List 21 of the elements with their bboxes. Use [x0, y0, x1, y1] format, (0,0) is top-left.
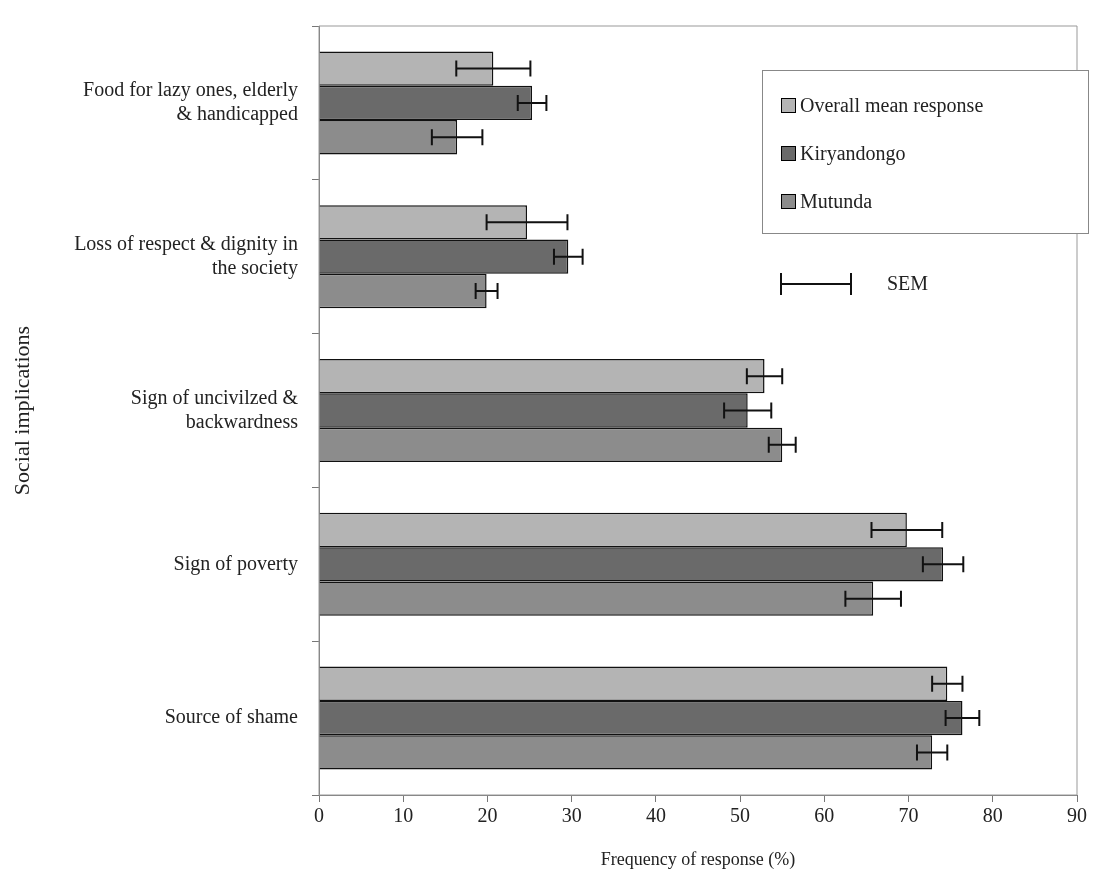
x-tick-label: 90: [1067, 804, 1087, 827]
x-tick-label: 10: [393, 804, 414, 827]
x-tick-label: 50: [730, 804, 751, 827]
x-tick-label: 30: [561, 804, 582, 827]
x-tick-label: 60: [814, 804, 835, 827]
y-tick-label: Sign of poverty: [173, 551, 298, 575]
x-tick-label: 20: [477, 804, 498, 827]
y-tick-label: Source of shame: [164, 705, 299, 728]
y-tick-label: Food for lazy ones, elderly & handicapped: [83, 78, 298, 126]
y-axis-title: Social implications: [8, 325, 34, 496]
legend-label: Kiryandongo: [800, 141, 906, 165]
x-tick-label: 0: [314, 804, 324, 827]
x-tick-label: 40: [645, 804, 666, 827]
legend-label: Mutunda: [800, 189, 873, 213]
y-tick-label: Sign of uncivilzed & backwardness: [130, 385, 299, 432]
legend-label: Overall mean response: [800, 93, 984, 117]
annotation: SEM: [887, 272, 929, 295]
x-tick-label: 70: [898, 804, 919, 827]
x-tick-label: 80: [982, 804, 1003, 827]
y-tick-label: Loss of respect & dignity in the society: [74, 231, 298, 279]
x-axis-title: Frequency of response (%): [600, 848, 796, 870]
